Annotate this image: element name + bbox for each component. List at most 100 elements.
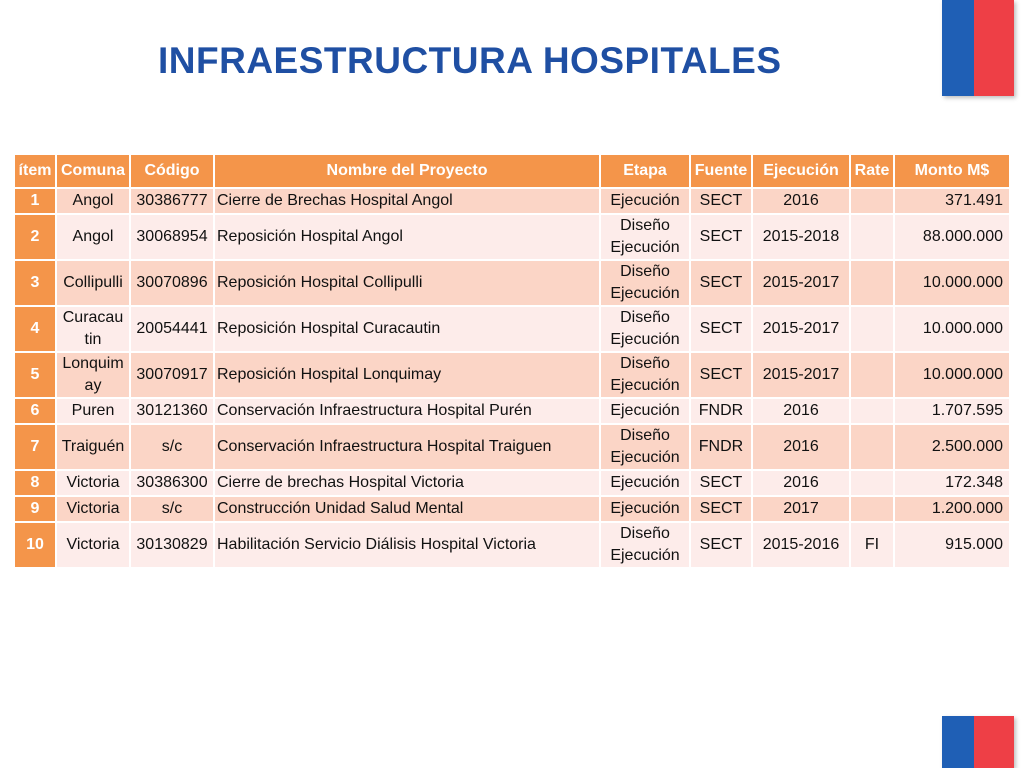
- cell-monto: 10.000.000: [895, 307, 1009, 351]
- cell-monto: 88.000.000: [895, 215, 1009, 259]
- cell-codigo: s/c: [131, 425, 213, 469]
- col-header-etapa: Etapa: [601, 155, 689, 187]
- cell-ejecucion: 2017: [753, 497, 849, 521]
- table-row: 9 Victoria s/c Construcción Unidad Salud Me…: [15, 497, 1009, 521]
- table-row: 7 Traiguén s/c Conservación Infraestructura…: [15, 425, 1009, 469]
- cell-fuente: SECT: [691, 523, 751, 567]
- cell-etapa: Ejecución: [601, 189, 689, 213]
- cell-codigo: 30130829: [131, 523, 213, 567]
- cell-monto: 10.000.000: [895, 261, 1009, 305]
- table-row: 8 Victoria 30386300 Cierre de brechas Hospi…: [15, 471, 1009, 495]
- cell-ejecucion: 2015-2017: [753, 307, 849, 351]
- cell-nombre: Reposición Hospital Lonquimay: [215, 353, 599, 397]
- cell-item: 7: [15, 425, 55, 469]
- cell-rate: FI: [851, 523, 893, 567]
- cell-monto: 1.200.000: [895, 497, 1009, 521]
- cell-item: 4: [15, 307, 55, 351]
- table-header-row: ítem Comuna Código Nombre del Proyecto E…: [15, 155, 1009, 187]
- table-row: 10 Victoria 30130829 Habilitación Servicio …: [15, 523, 1009, 567]
- cell-rate: [851, 399, 893, 423]
- cell-nombre: Habilitación Servicio Diálisis Hospital …: [215, 523, 599, 567]
- cell-etapa: Diseño Ejecución: [601, 353, 689, 397]
- cell-codigo: 30068954: [131, 215, 213, 259]
- cell-rate: [851, 497, 893, 521]
- cell-nombre: Cierre de brechas Hospital Victoria: [215, 471, 599, 495]
- cell-fuente: SECT: [691, 261, 751, 305]
- cell-nombre: Reposición Hospital Angol: [215, 215, 599, 259]
- col-header-nombre: Nombre del Proyecto: [215, 155, 599, 187]
- cell-comuna: Angol: [57, 189, 129, 213]
- cell-fuente: FNDR: [691, 399, 751, 423]
- cell-item: 8: [15, 471, 55, 495]
- cell-fuente: SECT: [691, 353, 751, 397]
- col-header-ejecucion: Ejecución: [753, 155, 849, 187]
- cell-etapa: Diseño Ejecución: [601, 215, 689, 259]
- cell-ejecucion: 2015-2017: [753, 353, 849, 397]
- cell-etapa: Diseño Ejecución: [601, 425, 689, 469]
- cell-fuente: SECT: [691, 307, 751, 351]
- cell-nombre: Reposición Hospital Collipulli: [215, 261, 599, 305]
- cell-rate: [851, 425, 893, 469]
- cell-etapa: Ejecución: [601, 399, 689, 423]
- cell-rate: [851, 307, 893, 351]
- cell-item: 10: [15, 523, 55, 567]
- cell-comuna: Curacau tin: [57, 307, 129, 351]
- cell-ejecucion: 2015-2018: [753, 215, 849, 259]
- cell-ejecucion: 2015-2016: [753, 523, 849, 567]
- cell-comuna: Angol: [57, 215, 129, 259]
- cell-comuna: Traiguén: [57, 425, 129, 469]
- cell-comuna: Lonquim ay: [57, 353, 129, 397]
- col-header-rate: Rate: [851, 155, 893, 187]
- cell-etapa: Diseño Ejecución: [601, 307, 689, 351]
- cell-ejecucion: 2016: [753, 471, 849, 495]
- page-title: INFRAESTRUCTURA HOSPITALES: [158, 40, 782, 81]
- cell-codigo: 20054441: [131, 307, 213, 351]
- cell-comuna: Victoria: [57, 497, 129, 521]
- cell-monto: 915.000: [895, 523, 1009, 567]
- cell-etapa: Diseño Ejecución: [601, 261, 689, 305]
- cell-codigo: 30121360: [131, 399, 213, 423]
- flag-logo-bottom: [942, 716, 1014, 768]
- cell-codigo: 30386777: [131, 189, 213, 213]
- cell-ejecucion: 2015-2017: [753, 261, 849, 305]
- cell-codigo: 30070917: [131, 353, 213, 397]
- cell-fuente: SECT: [691, 189, 751, 213]
- cell-item: 9: [15, 497, 55, 521]
- cell-item: 2: [15, 215, 55, 259]
- cell-item: 1: [15, 189, 55, 213]
- col-header-comuna: Comuna: [57, 155, 129, 187]
- table-row: 5 Lonquim ay 30070917 Reposición Hospital L…: [15, 353, 1009, 397]
- cell-item: 6: [15, 399, 55, 423]
- cell-monto: 371.491: [895, 189, 1009, 213]
- table-row: 4 Curacau tin 20054441 Reposición Hospital …: [15, 307, 1009, 351]
- cell-fuente: SECT: [691, 471, 751, 495]
- cell-comuna: Puren: [57, 399, 129, 423]
- cell-ejecucion: 2016: [753, 425, 849, 469]
- cell-codigo: 30386300: [131, 471, 213, 495]
- table-row: 2 Angol 30068954 Reposición Hospital Angol D…: [15, 215, 1009, 259]
- cell-nombre: Conservación Infraestructura Hospital Pu…: [215, 399, 599, 423]
- cell-item: 3: [15, 261, 55, 305]
- table-row: 1 Angol 30386777 Cierre de Brechas Hospital…: [15, 189, 1009, 213]
- table-row: 3 Collipulli 30070896 Reposición Hospital C…: [15, 261, 1009, 305]
- cell-comuna: Collipulli: [57, 261, 129, 305]
- table-row: 6 Puren 30121360 Conservación Infraestructu…: [15, 399, 1009, 423]
- flag-logo-top: [942, 0, 1014, 96]
- col-header-item: ítem: [15, 155, 55, 187]
- cell-rate: [851, 215, 893, 259]
- projects-table: ítem Comuna Código Nombre del Proyecto E…: [13, 153, 1011, 569]
- col-header-monto: Monto M$: [895, 155, 1009, 187]
- cell-etapa: Diseño Ejecución: [601, 523, 689, 567]
- cell-nombre: Cierre de Brechas Hospital Angol: [215, 189, 599, 213]
- cell-monto: 2.500.000: [895, 425, 1009, 469]
- cell-fuente: SECT: [691, 215, 751, 259]
- col-header-codigo: Código: [131, 155, 213, 187]
- cell-item: 5: [15, 353, 55, 397]
- cell-monto: 1.707.595: [895, 399, 1009, 423]
- cell-nombre: Conservación Infraestructura Hospital Tr…: [215, 425, 599, 469]
- cell-nombre: Construcción Unidad Salud Mental: [215, 497, 599, 521]
- cell-fuente: FNDR: [691, 425, 751, 469]
- cell-etapa: Ejecución: [601, 471, 689, 495]
- cell-nombre: Reposición Hospital Curacautin: [215, 307, 599, 351]
- cell-rate: [851, 471, 893, 495]
